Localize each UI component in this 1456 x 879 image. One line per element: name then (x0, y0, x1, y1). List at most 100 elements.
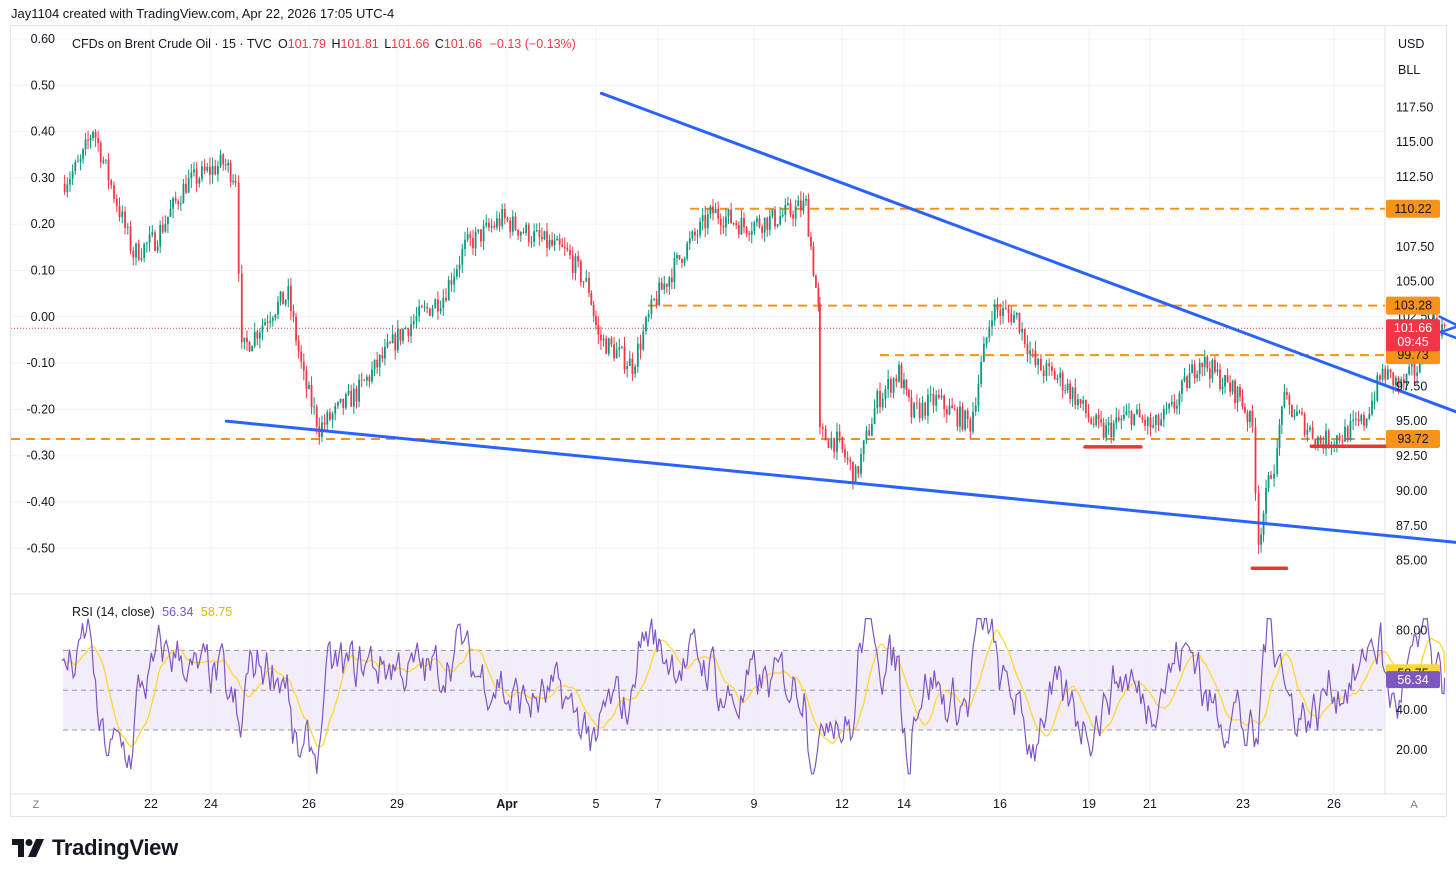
price-candles[interactable] (63, 129, 1446, 554)
candle-body (519, 232, 522, 236)
candle-body (87, 139, 89, 141)
trendlines[interactable] (224, 91, 1456, 559)
candle-body (1229, 382, 1231, 392)
candle-body (1198, 362, 1201, 375)
candle-body (308, 384, 310, 389)
unit-label[interactable]: BLL (1398, 63, 1420, 77)
candle-body (758, 218, 761, 227)
candle-body (1241, 396, 1244, 407)
rsi-legend[interactable]: RSI (14, close) 56.34 58.75 (72, 605, 232, 619)
candle-body (1173, 401, 1176, 409)
candle-body (363, 380, 366, 381)
candle-body (879, 391, 881, 408)
rsi-legend-label: RSI (14, close) (72, 605, 155, 619)
candle-body (1273, 473, 1275, 479)
bull-flag-drawing[interactable] (1438, 314, 1456, 340)
candle-body (709, 206, 712, 215)
candle-body (706, 214, 709, 229)
legend-change: −0.13 (−0.13%) (490, 37, 576, 51)
candle-body (1357, 418, 1360, 422)
candle-body (1416, 372, 1419, 376)
candle-body (227, 162, 230, 166)
candle-body (543, 231, 546, 240)
candle-body (1376, 375, 1379, 401)
candle-body (480, 229, 482, 242)
candle-body (642, 331, 645, 350)
candle-body (1013, 315, 1015, 323)
candle-body (329, 412, 331, 420)
candle-body (79, 158, 82, 162)
candle-body (678, 254, 681, 259)
candle-body (105, 159, 107, 161)
candle-body (129, 226, 132, 251)
candle-body (143, 243, 146, 258)
candle-body (391, 334, 394, 343)
candle-body (660, 282, 663, 290)
candle-body (852, 461, 854, 483)
candle-body (704, 215, 707, 229)
candle-body (195, 169, 198, 184)
candle-body (69, 178, 71, 185)
left-axis-tick: -0.50 (27, 541, 56, 555)
candle-body (889, 379, 892, 393)
trendline (599, 91, 1456, 414)
candle-body (261, 325, 264, 333)
candle-body (964, 410, 967, 430)
candle-body (737, 225, 740, 235)
candle-body (399, 329, 402, 341)
candle-body (1178, 393, 1181, 406)
candle-body (615, 349, 618, 359)
candle-body (1029, 350, 1031, 355)
candle-body (774, 209, 776, 227)
candle-body (574, 256, 577, 274)
candle-body (686, 243, 689, 259)
level-badge-bg (1386, 429, 1440, 448)
zoom-reset-button[interactable]: Z (33, 799, 40, 811)
candle-body (493, 225, 496, 228)
candle-body (1152, 425, 1155, 428)
left-axis-tick: -0.40 (27, 495, 56, 509)
candle-body (203, 166, 206, 171)
candle-body (1211, 360, 1214, 379)
candle-body (1408, 366, 1411, 374)
candle-body (1276, 447, 1279, 474)
candle-body (719, 218, 722, 226)
candle-body (284, 299, 287, 305)
time-axis[interactable]: 22 24 26 29 Apr 5 7 9 12 14 16 19 21 23 26 (144, 797, 1341, 811)
candle-body (766, 217, 769, 230)
candle-body (673, 258, 676, 283)
candle-body (579, 261, 582, 283)
candle-body (600, 334, 602, 341)
candle-body (1069, 383, 1072, 399)
legend-ohlc: O101.79 H101.81 L101.66 C101.66 −0.13 (−… (278, 37, 576, 51)
candle-body (556, 238, 559, 241)
candle-body (999, 310, 1002, 316)
candle-body (1319, 436, 1322, 444)
candle-body (892, 378, 895, 393)
candle-body (959, 406, 961, 427)
currency-label[interactable]: USD (1398, 37, 1424, 51)
candle-body (1389, 369, 1392, 373)
candle-body (1314, 438, 1317, 445)
candle-body (431, 308, 434, 316)
candle-body (1231, 380, 1234, 392)
candle-body (1373, 400, 1376, 402)
candle-body (384, 346, 386, 359)
candle-body (371, 369, 373, 382)
candle-body (396, 329, 399, 351)
legend-symbol[interactable]: CFDs on Brent Crude Oil · 15 · TVC (72, 37, 272, 51)
candle-body (1206, 356, 1209, 369)
candle-body (1053, 370, 1056, 380)
candle-body (94, 131, 97, 138)
candle-body (1170, 401, 1173, 405)
candle-body (1084, 400, 1087, 414)
candle-body (292, 310, 295, 317)
candle-body (469, 234, 472, 239)
candle-body (251, 346, 254, 352)
candle-body (450, 280, 453, 285)
candle-body (240, 273, 243, 343)
candle-body (969, 419, 972, 432)
auto-scale-button[interactable]: A (1410, 799, 1418, 811)
